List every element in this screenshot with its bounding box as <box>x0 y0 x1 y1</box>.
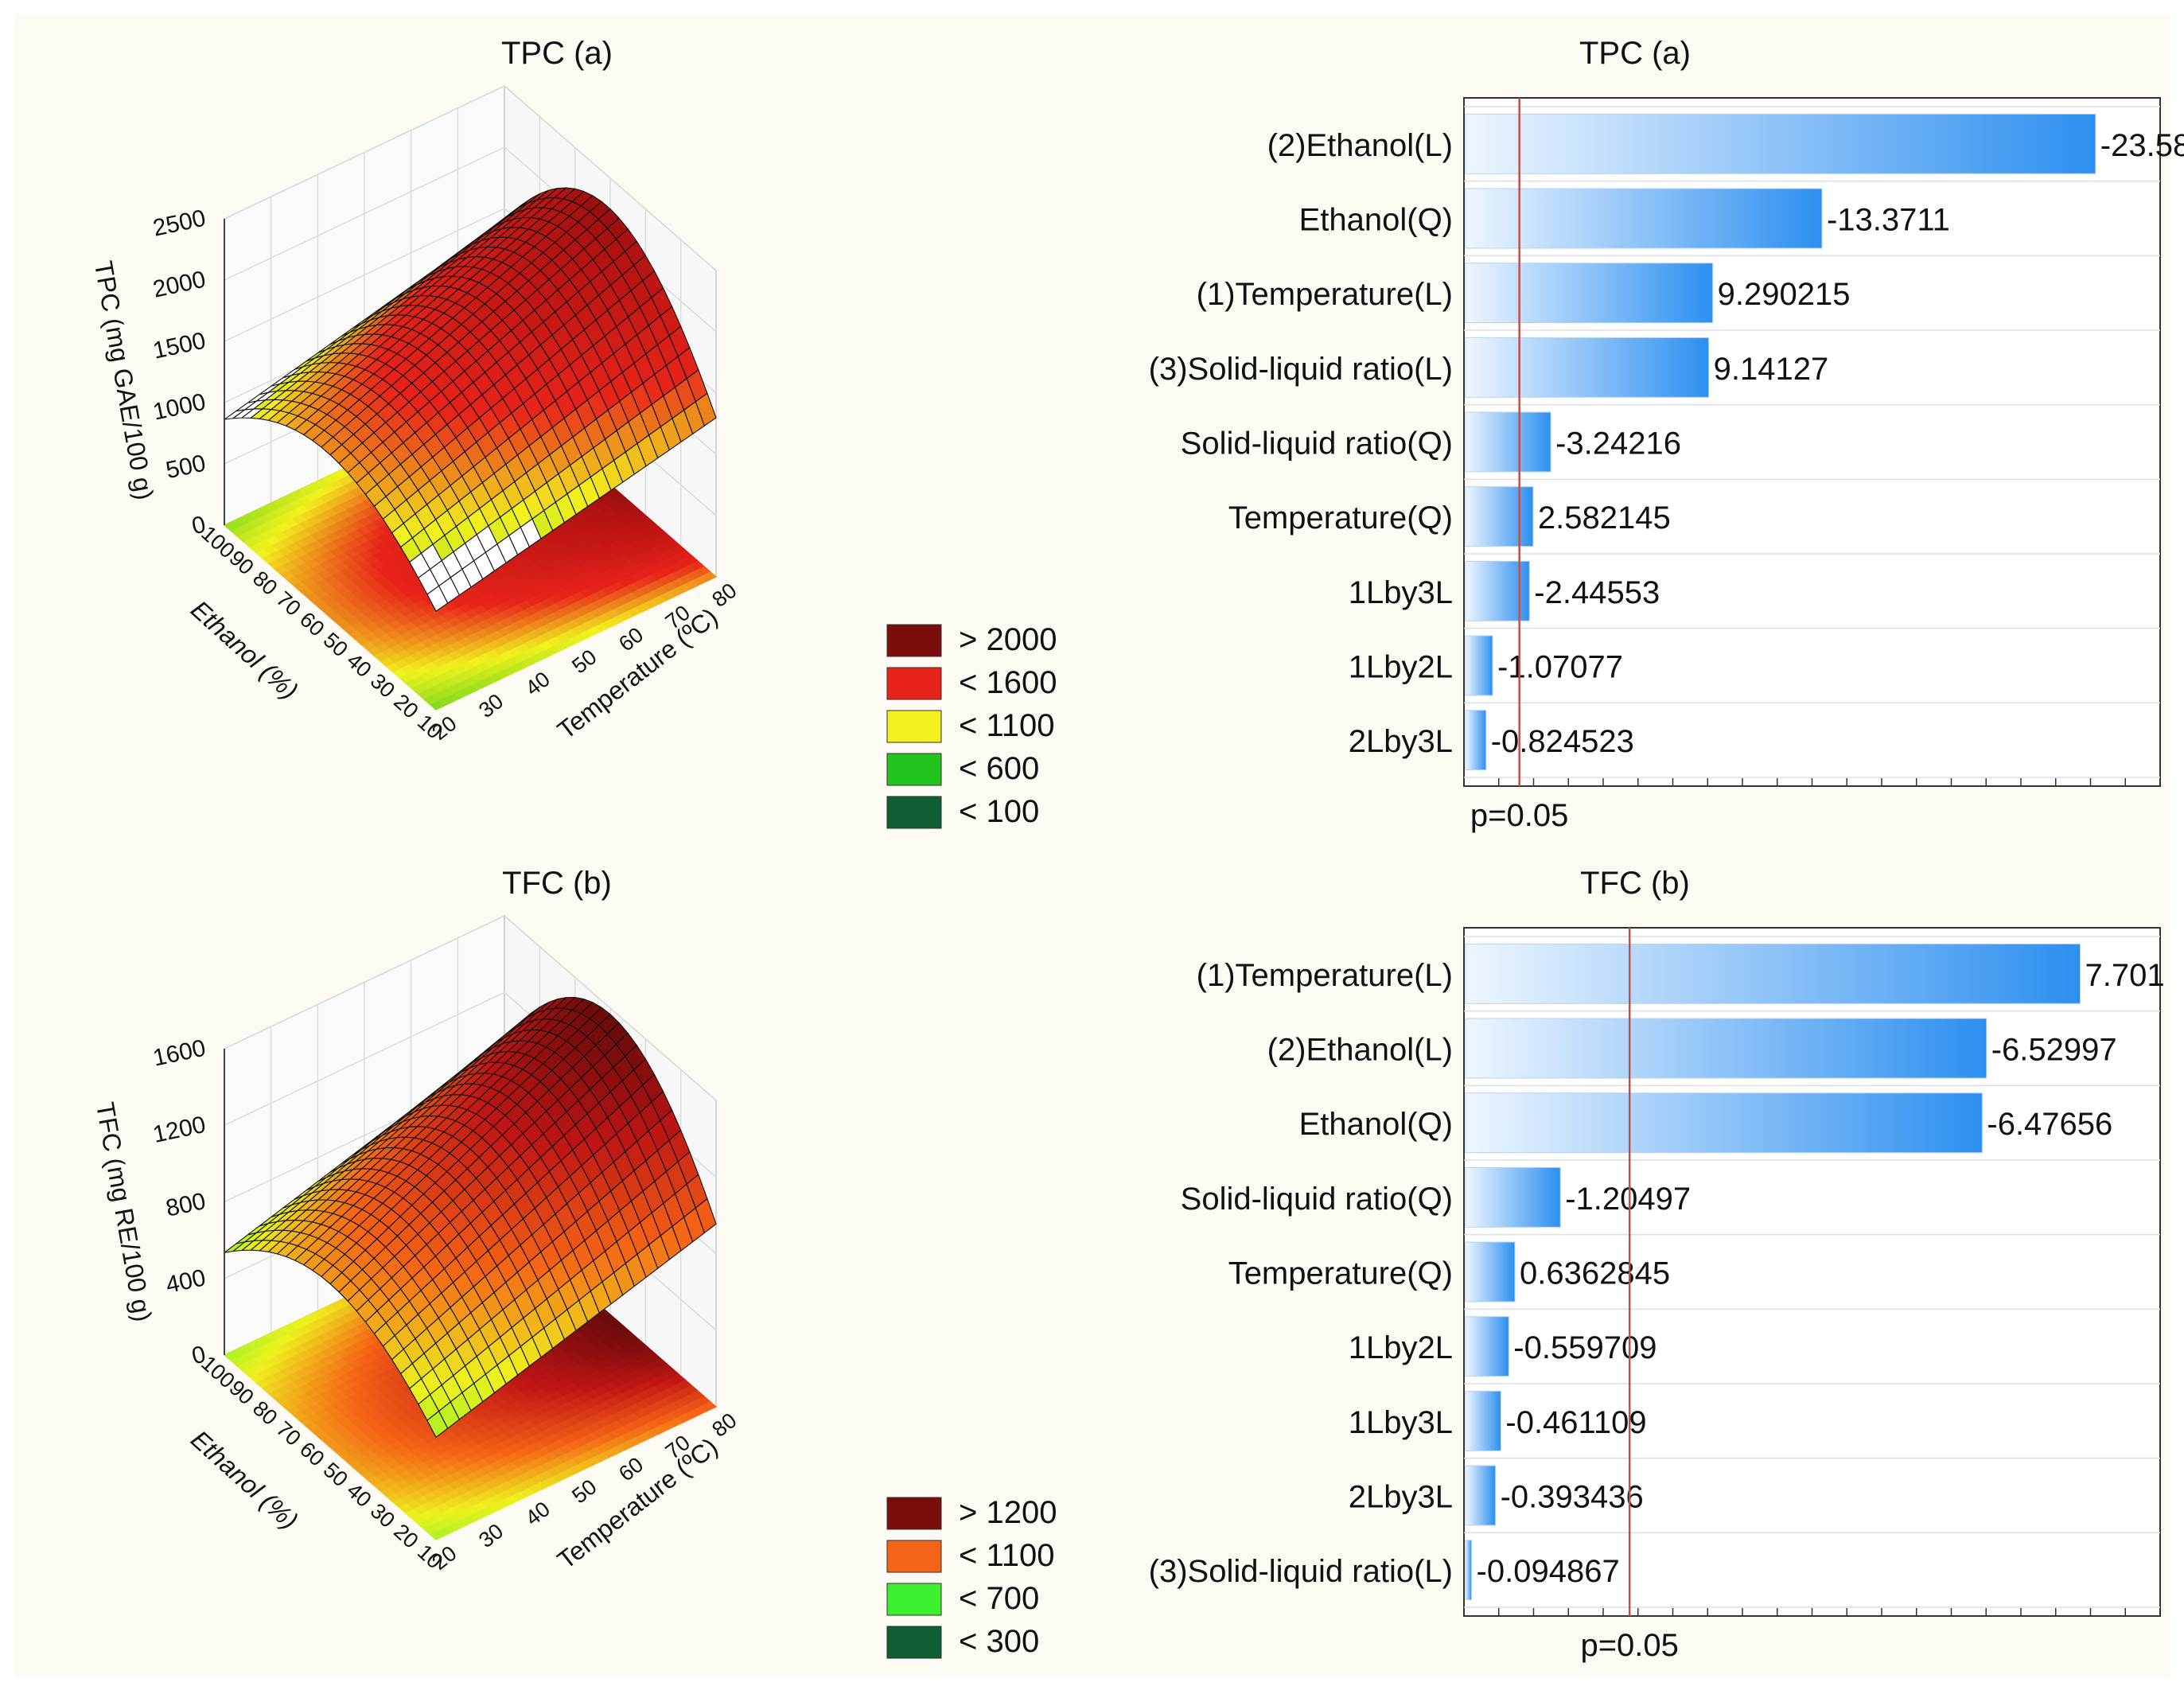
surface-title: TPC (a) <box>501 36 613 71</box>
bar-value-label: -0.559709 <box>1513 1330 1656 1365</box>
bar-value-label: -0.461109 <box>1505 1405 1646 1440</box>
legend-label: > 2000 <box>959 622 1057 657</box>
bar-value-label: 9.290215 <box>1718 277 1851 312</box>
bar-value-label: 7.701 <box>2085 958 2165 993</box>
effect-bar <box>1465 1316 1509 1377</box>
legend-label: < 300 <box>959 1624 1039 1659</box>
bar-category-label: (1)Temperature(L) <box>1197 958 1453 993</box>
effect-bar <box>1465 113 2096 174</box>
legend-swatch <box>886 667 942 700</box>
bar-category-label: Temperature(Q) <box>1228 500 1453 535</box>
bar-category-label: 1Lby2L <box>1349 650 1453 685</box>
x-ticks <box>1463 1608 2161 1616</box>
effect-bar <box>1465 1092 1983 1154</box>
effect-bar <box>1465 710 1487 771</box>
bar-value-label: -6.47656 <box>1987 1107 2112 1142</box>
bar-value-label: -0.094867 <box>1477 1554 1620 1589</box>
pareto-title: TPC (a) <box>1579 36 1691 71</box>
effect-bar <box>1465 1166 1561 1228</box>
bar-category-label: 1Lby2L <box>1349 1330 1453 1365</box>
bar-value-label: -0.393436 <box>1501 1480 1644 1515</box>
effect-bar <box>1465 1465 1497 1526</box>
pareto-title: TFC (b) <box>1580 866 1690 901</box>
bar-category-label: (3)Solid-liquid ratio(L) <box>1149 1554 1453 1589</box>
effect-bar <box>1465 943 2081 1004</box>
effect-bar <box>1465 486 1534 547</box>
legend-label: > 1200 <box>959 1495 1057 1530</box>
effect-bar <box>1465 1540 1473 1601</box>
bar-category-label: 2Lby3L <box>1349 724 1453 759</box>
bar-value-label: -1.07077 <box>1497 650 1623 685</box>
response-surface <box>224 187 717 612</box>
bar-category-label: Ethanol(Q) <box>1299 203 1453 238</box>
bar-category-label: 2Lby3L <box>1349 1480 1453 1515</box>
significance-label: p=0.05 <box>1580 1628 1678 1663</box>
bar-value-label: -2.44553 <box>1534 575 1660 610</box>
bar-value-label: -6.52997 <box>1991 1033 2117 1068</box>
legend-swatch <box>886 1540 942 1573</box>
effect-bar <box>1465 635 1493 696</box>
legend-label: < 1100 <box>959 1538 1055 1573</box>
bar-category-label: 1Lby3L <box>1349 575 1453 610</box>
bar-category-label: Solid-liquid ratio(Q) <box>1181 1182 1453 1217</box>
bar-category-label: (1)Temperature(L) <box>1197 277 1453 312</box>
x-ticks <box>1463 778 2161 786</box>
legend-swatch <box>886 1583 942 1616</box>
legend-swatch <box>886 753 942 786</box>
bar-category-label: Ethanol(Q) <box>1299 1107 1453 1142</box>
legend-swatch <box>886 1497 942 1530</box>
legend-label: < 600 <box>959 751 1039 786</box>
bar-category-label: (3)Solid-liquid ratio(L) <box>1149 352 1453 387</box>
bar-value-label: -1.20497 <box>1565 1182 1691 1217</box>
bar-value-label: 9.14127 <box>1714 352 1829 387</box>
bar-category-label: (2)Ethanol(L) <box>1267 128 1453 163</box>
effect-bar <box>1465 1018 1987 1079</box>
bar-category-label: 1Lby3L <box>1349 1405 1453 1440</box>
legend-label: < 1600 <box>959 665 1057 700</box>
bar-value-label: -0.824523 <box>1491 724 1634 759</box>
effect-bar <box>1465 1241 1516 1303</box>
legend-label: < 1100 <box>959 708 1055 743</box>
bar-category-label: Temperature(Q) <box>1228 1256 1453 1291</box>
significance-label: p=0.05 <box>1470 798 1568 833</box>
legend-swatch <box>886 624 942 657</box>
legend-label: < 700 <box>959 1581 1039 1616</box>
effect-bar <box>1465 337 1710 398</box>
effect-bar <box>1465 263 1714 324</box>
bar-value-label: -13.3711 <box>1827 203 1950 238</box>
bar-value-label: 2.582145 <box>1538 500 1671 535</box>
bar-category-label: Solid-liquid ratio(Q) <box>1181 426 1453 461</box>
effect-bar <box>1465 411 1551 473</box>
bar-value-label: 0.6362845 <box>1520 1256 1670 1291</box>
effect-bar <box>1465 1390 1501 1451</box>
legend-swatch <box>886 1626 942 1659</box>
surface-title: TFC (b) <box>502 866 612 901</box>
color-legend: > 2000 < 1600 < 1100 < 600 < 100 <box>886 622 1057 829</box>
bar-category-label: (2)Ethanol(L) <box>1267 1033 1453 1068</box>
legend-swatch <box>886 796 942 829</box>
legend-swatch <box>886 710 942 743</box>
bar-value-label: -3.24216 <box>1555 426 1681 461</box>
legend-label: < 100 <box>959 794 1039 829</box>
bar-value-label: -23.587 <box>2100 128 2184 163</box>
